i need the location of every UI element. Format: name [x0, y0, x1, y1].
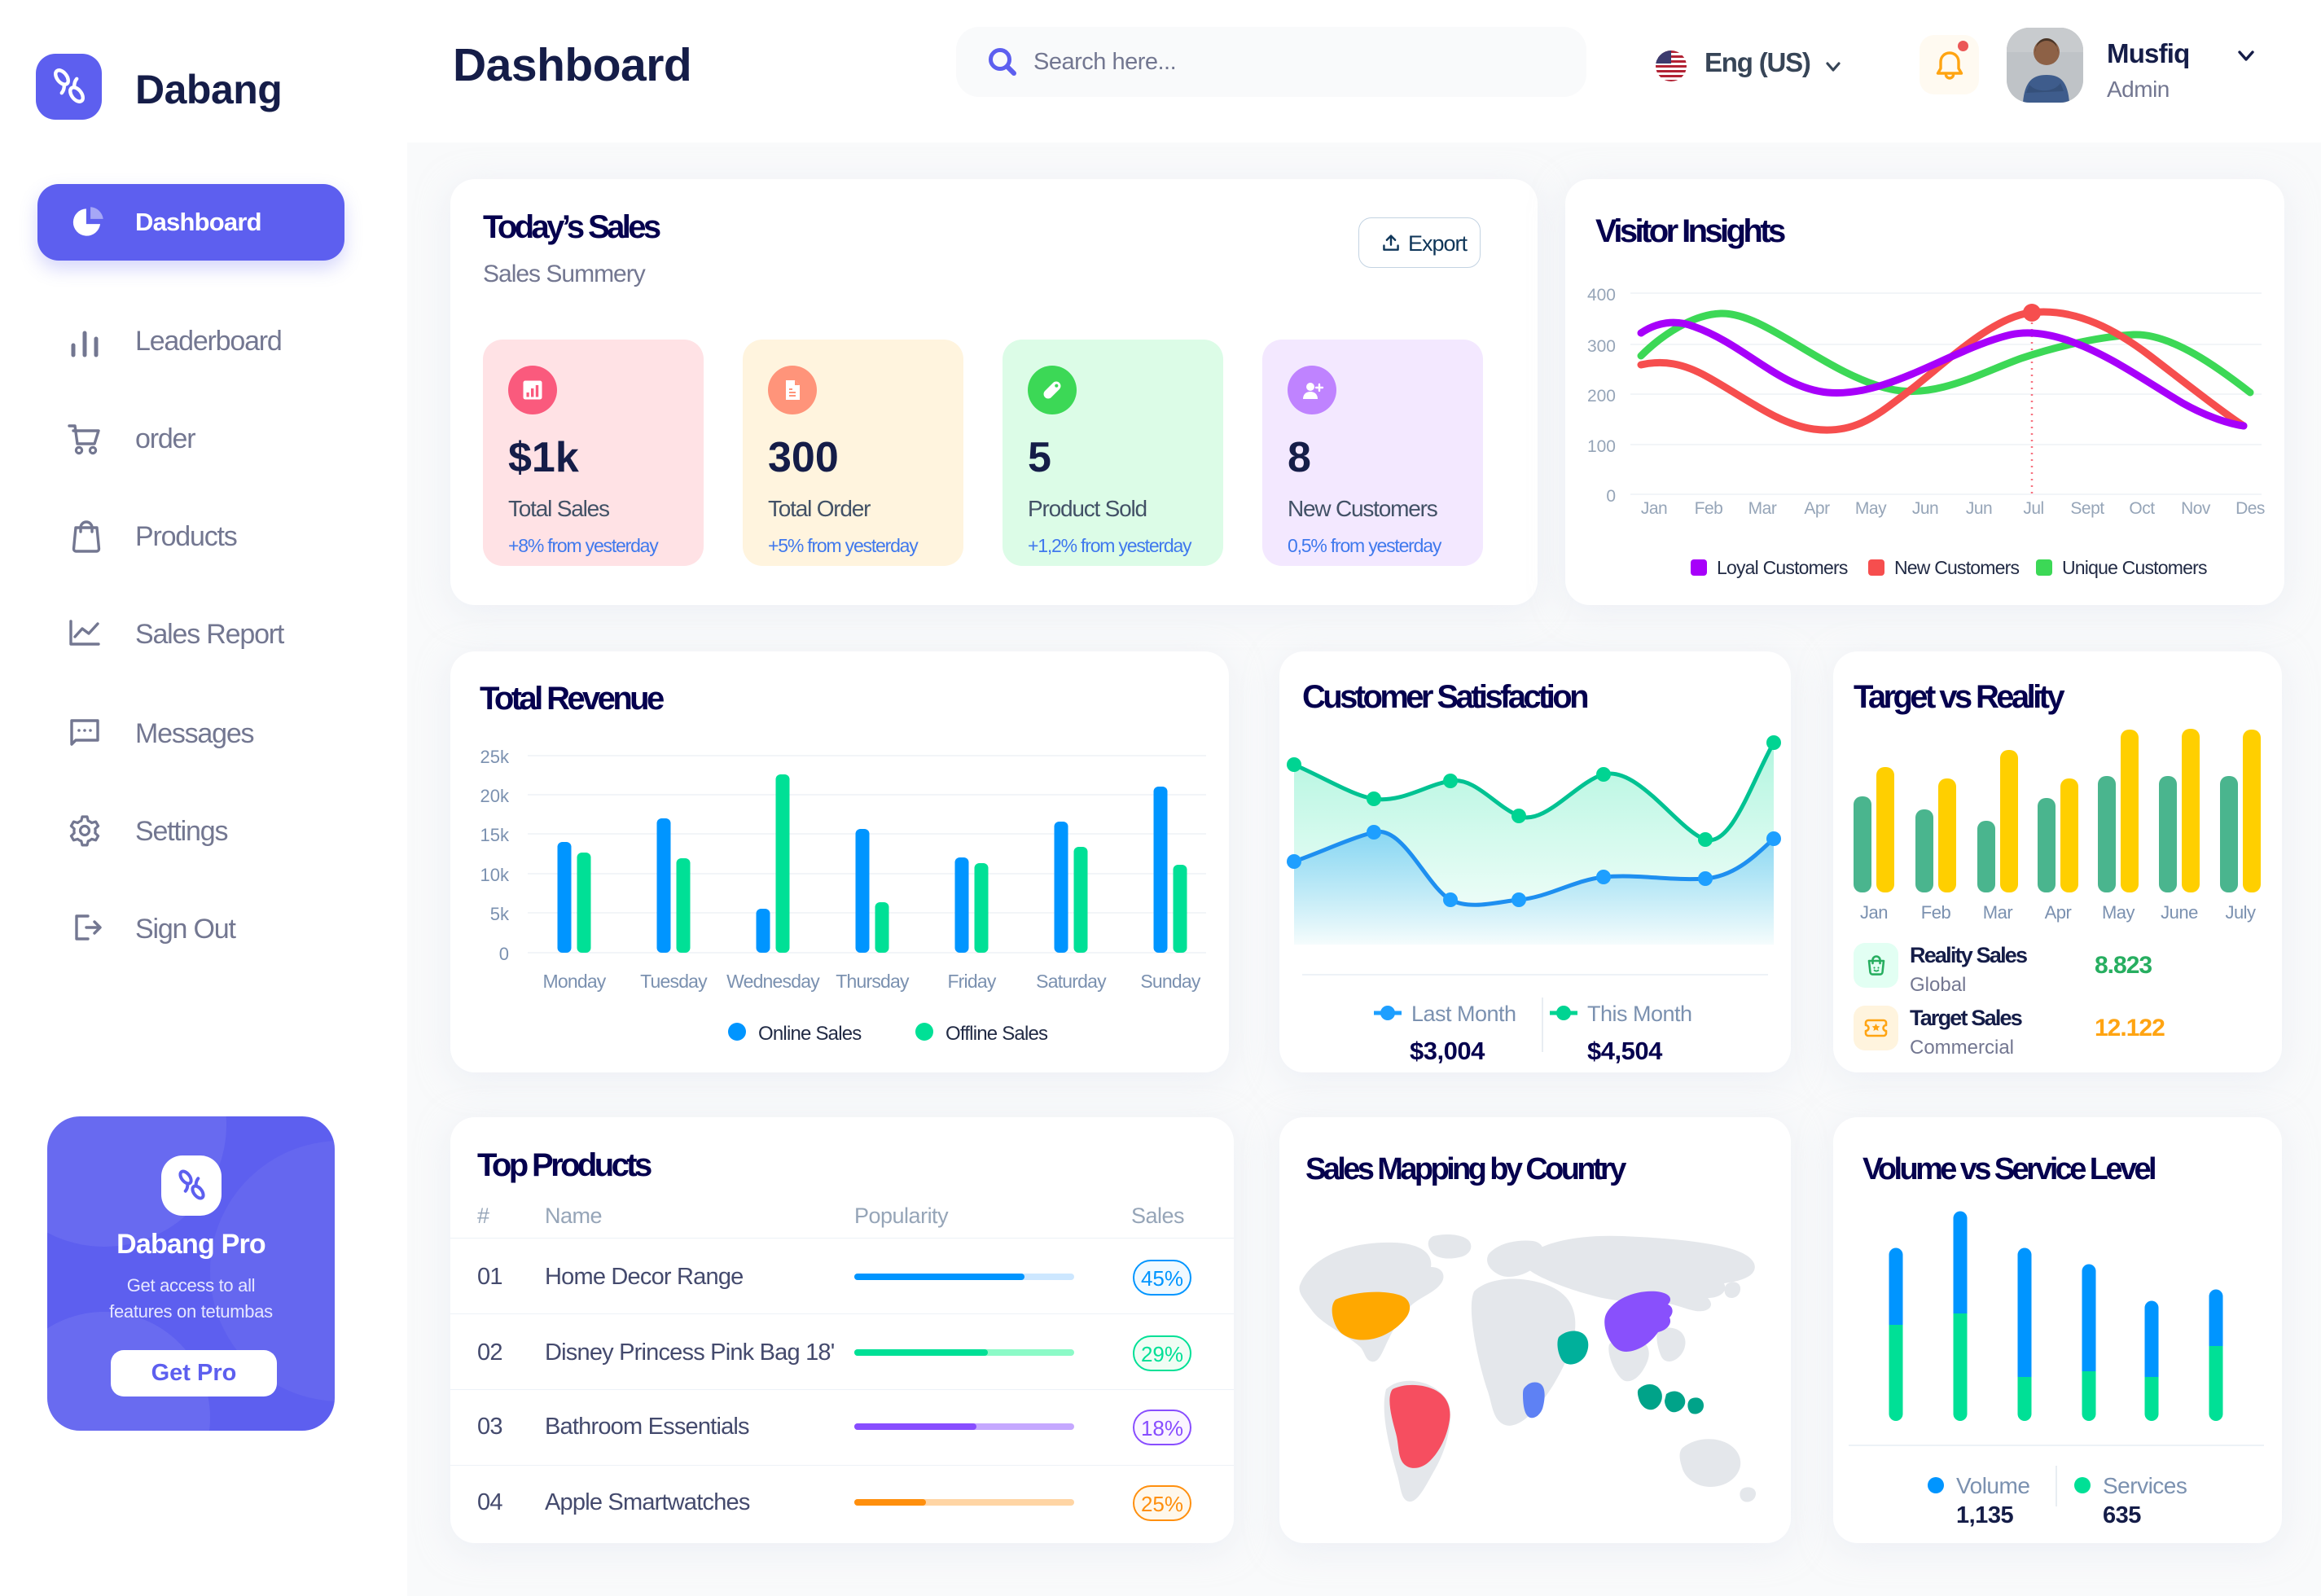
svg-text:May: May [1855, 499, 1887, 518]
svg-text:Jan: Jan [1641, 499, 1667, 518]
svg-text:300: 300 [1587, 337, 1616, 356]
svg-text:Nov: Nov [2181, 499, 2211, 518]
svg-text:0: 0 [1606, 487, 1616, 506]
svg-text:Saturday: Saturday [1036, 971, 1107, 992]
svg-text:Mar: Mar [1748, 499, 1777, 518]
svg-text:20k: 20k [480, 786, 510, 806]
svg-text:Unique Customers: Unique Customers [2062, 557, 2207, 578]
svg-text:0: 0 [499, 944, 509, 964]
svg-text:$3,004: $3,004 [1410, 1037, 1485, 1065]
svg-text:Sept: Sept [2070, 499, 2104, 518]
svg-text:1,135: 1,135 [1956, 1502, 2013, 1528]
svg-text:200: 200 [1587, 387, 1616, 406]
svg-text:400: 400 [1587, 286, 1616, 305]
svg-text:10k: 10k [480, 865, 510, 885]
svg-text:Wednesday: Wednesday [726, 971, 820, 992]
svg-text:635: 635 [2103, 1502, 2141, 1528]
svg-text:June: June [2161, 902, 2198, 923]
svg-text:July: July [2225, 902, 2256, 923]
svg-text:Tuesday: Tuesday [640, 971, 708, 992]
svg-text:This Month: This Month [1587, 1002, 1692, 1026]
svg-text:100: 100 [1587, 437, 1616, 456]
svg-text:Monday: Monday [542, 971, 606, 992]
svg-text:May: May [2102, 902, 2135, 923]
svg-text:Loyal Customers: Loyal Customers [1717, 557, 1848, 578]
svg-text:25k: 25k [480, 747, 510, 767]
svg-text:Friday: Friday [947, 971, 996, 992]
svg-text:Oct: Oct [2129, 499, 2155, 518]
svg-text:Mar: Mar [1983, 902, 2013, 923]
svg-text:Des: Des [2235, 499, 2265, 518]
svg-text:New Customers: New Customers [1894, 557, 2019, 578]
svg-text:Sunday: Sunday [1140, 971, 1201, 992]
svg-text:Jun: Jun [1912, 499, 1938, 518]
svg-text:Jul: Jul [2023, 499, 2043, 518]
svg-text:$4,504: $4,504 [1587, 1037, 1663, 1065]
svg-text:Services: Services [2103, 1473, 2187, 1498]
svg-text:Thursday: Thursday [836, 971, 910, 992]
svg-text:5k: 5k [490, 904, 510, 924]
svg-text:15k: 15k [480, 825, 510, 845]
svg-text:Feb: Feb [1921, 902, 1951, 923]
svg-text:Volume: Volume [1956, 1473, 2029, 1498]
svg-text:Jan: Jan [1860, 902, 1888, 923]
svg-text:Offline Sales: Offline Sales [946, 1023, 1048, 1045]
svg-text:Online Sales: Online Sales [758, 1023, 862, 1045]
svg-text:Apr: Apr [1804, 499, 1830, 518]
svg-text:Feb: Feb [1695, 499, 1723, 518]
svg-text:Apr: Apr [2045, 902, 2072, 923]
svg-text:Last Month: Last Month [1411, 1002, 1516, 1026]
svg-text:Jun: Jun [1966, 499, 1992, 518]
